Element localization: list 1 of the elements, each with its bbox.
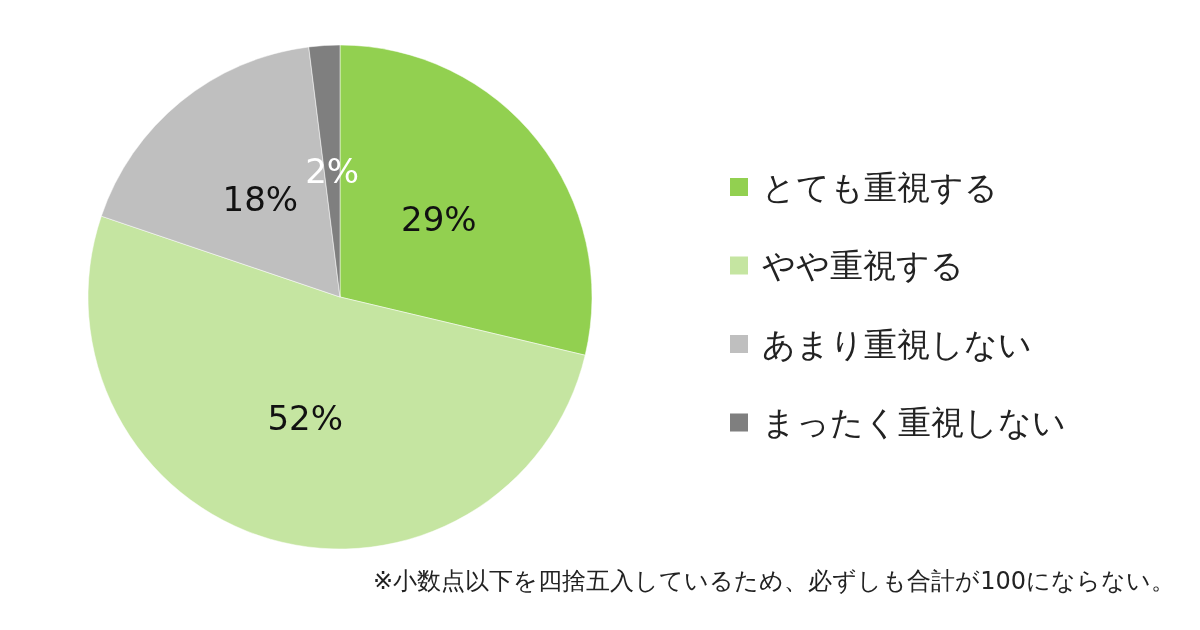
annotation: ※小数点以下を四捨五入しているため、必ずしも合計が100にならない。 bbox=[373, 567, 1175, 595]
